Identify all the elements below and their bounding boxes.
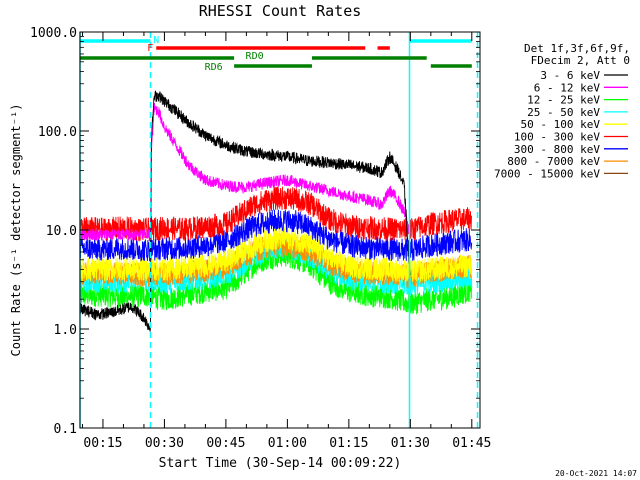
x-tick-label: 01:15: [329, 436, 368, 451]
legend-entry-label: 12 - 25 keV: [527, 94, 600, 107]
timestamp: 20-Oct-2021 14:07: [555, 469, 637, 478]
axis-ticks: 0.1 1.0 10.0 100.0 1000.0 00:15 00:30 00:45 01:0…: [30, 26, 491, 451]
legend-entry-label: 3 - 6 keV: [540, 69, 600, 82]
legend-entry-label: 6 - 12 keV: [534, 81, 601, 94]
x-tick-label: 01:45: [452, 436, 491, 451]
legend-entry-label: 100 - 300 keV: [514, 131, 600, 144]
series-line-6-12-kev: [79, 102, 411, 241]
legend-entry-label: 300 - 800 keV: [514, 143, 600, 156]
legend-header-1: Det 1f,3f,6f,9f,: [524, 42, 630, 55]
legend-header-2: FDecim 2, Att 0: [531, 54, 630, 67]
state-label-rd0: RD0: [246, 51, 264, 62]
state-label-n: N: [153, 35, 159, 46]
legend-entry-label: 50 - 100 keV: [521, 118, 601, 131]
x-tick-label: 01:00: [268, 436, 307, 451]
x-tick-label: 00:15: [83, 436, 122, 451]
x-tick-label: 01:30: [391, 436, 430, 451]
series-line-50-100-kev: [79, 226, 473, 283]
series-line-12-25-kev: [79, 244, 473, 315]
x-tick-label: 00:30: [145, 436, 184, 451]
legend-entry-label: 25 - 50 keV: [527, 106, 600, 119]
series-line-3-6-kev: [79, 90, 411, 332]
x-tick-label: 00:45: [206, 436, 245, 451]
state-label-rd6: RD6: [205, 62, 223, 73]
plot-area: FN RD0 RD6: [79, 32, 479, 428]
y-tick-label: 1000.0: [30, 26, 77, 41]
legend: Det 1f,3f,6f,9f, FDecim 2, Att 0 3 - 6 k…: [494, 42, 630, 180]
y-tick-label: 0.1: [54, 422, 77, 437]
chart-title: RHESSI Count Rates: [199, 2, 362, 20]
x-axis-label: Start Time (30-Sep-14 00:09:22): [159, 456, 402, 471]
y-axis-label: Count Rate (s⁻¹ detector segment⁻¹): [9, 104, 23, 357]
legend-entry-label: 800 - 7000 keV: [507, 155, 600, 168]
y-tick-label: 100.0: [38, 125, 77, 140]
state-bar-label: F: [147, 43, 153, 54]
y-tick-label: 10.0: [46, 224, 77, 239]
legend-entry-label: 7000 - 15000 keV: [494, 167, 600, 180]
y-tick-label: 1.0: [54, 323, 77, 338]
series-line-300-800-kev: [79, 209, 473, 262]
